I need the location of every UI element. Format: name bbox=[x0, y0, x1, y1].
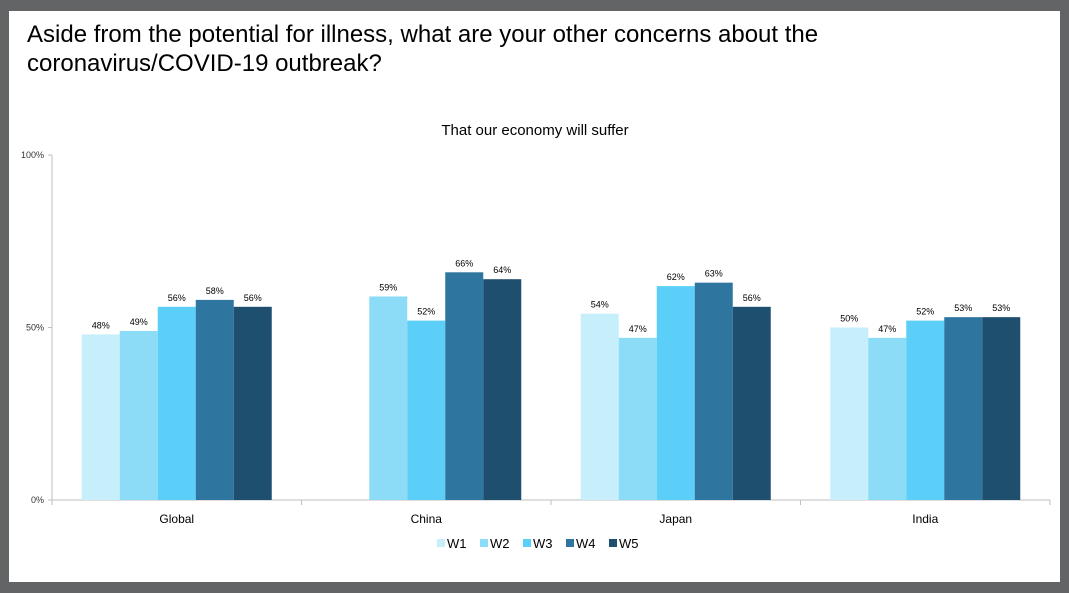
bar-w3 bbox=[906, 320, 945, 500]
data-label: 53% bbox=[954, 303, 972, 313]
bar-w2 bbox=[618, 337, 657, 500]
legend-swatch-w1 bbox=[437, 539, 445, 547]
bar-w4 bbox=[195, 299, 234, 500]
y-tick-label: 100% bbox=[21, 150, 44, 160]
data-label: 62% bbox=[667, 272, 685, 282]
legend-label: W4 bbox=[576, 536, 596, 551]
legend-label: W2 bbox=[490, 536, 510, 551]
data-label: 54% bbox=[591, 300, 609, 310]
data-label: 47% bbox=[629, 324, 647, 334]
legend-swatch-w3 bbox=[523, 539, 531, 547]
data-label: 56% bbox=[743, 293, 761, 303]
data-label: 56% bbox=[244, 293, 262, 303]
legend-swatch-w2 bbox=[480, 539, 488, 547]
data-label: 63% bbox=[705, 269, 723, 279]
data-label: 47% bbox=[878, 324, 896, 334]
data-label: 50% bbox=[840, 314, 858, 324]
bar-w3 bbox=[656, 286, 695, 500]
data-label: 66% bbox=[455, 258, 473, 268]
bar-w4 bbox=[694, 282, 733, 500]
legend-label: W1 bbox=[447, 536, 467, 551]
chart-title: That our economy will suffer bbox=[441, 122, 628, 139]
bar-w2 bbox=[119, 330, 158, 500]
x-tick-label: China bbox=[411, 512, 443, 526]
legend-label: W3 bbox=[533, 536, 553, 551]
data-label: 52% bbox=[417, 307, 435, 317]
data-label: 56% bbox=[168, 293, 186, 303]
data-label: 64% bbox=[493, 265, 511, 275]
bar-w2 bbox=[868, 337, 907, 500]
bar-w3 bbox=[157, 306, 196, 500]
data-label: 49% bbox=[130, 317, 148, 327]
page-title: Aside from the potential for illness, wh… bbox=[27, 21, 819, 77]
y-tick-label: 50% bbox=[26, 323, 44, 333]
bar-w4 bbox=[445, 272, 484, 500]
legend-swatch-w4 bbox=[566, 539, 574, 547]
bar-w1 bbox=[580, 313, 619, 500]
bar-w4 bbox=[944, 317, 983, 500]
bar-w5 bbox=[982, 317, 1021, 500]
bar-w1 bbox=[830, 327, 869, 500]
bar-w5 bbox=[233, 306, 272, 500]
data-label: 53% bbox=[992, 303, 1010, 313]
data-label: 52% bbox=[916, 307, 934, 317]
bar-w1 bbox=[81, 334, 120, 500]
legend-label: W5 bbox=[619, 536, 639, 551]
bar-w2 bbox=[369, 296, 408, 500]
bar-w5 bbox=[732, 306, 771, 500]
x-tick-label: Japan bbox=[659, 512, 692, 526]
y-tick-label: 0% bbox=[31, 495, 44, 505]
data-label: 58% bbox=[206, 286, 224, 296]
data-label: 59% bbox=[379, 282, 397, 292]
x-tick-label: India bbox=[912, 512, 938, 526]
data-label: 48% bbox=[92, 320, 110, 330]
x-tick-label: Global bbox=[159, 512, 194, 526]
legend-swatch-w5 bbox=[609, 539, 617, 547]
bar-w3 bbox=[407, 320, 446, 500]
bar-w5 bbox=[483, 279, 522, 500]
